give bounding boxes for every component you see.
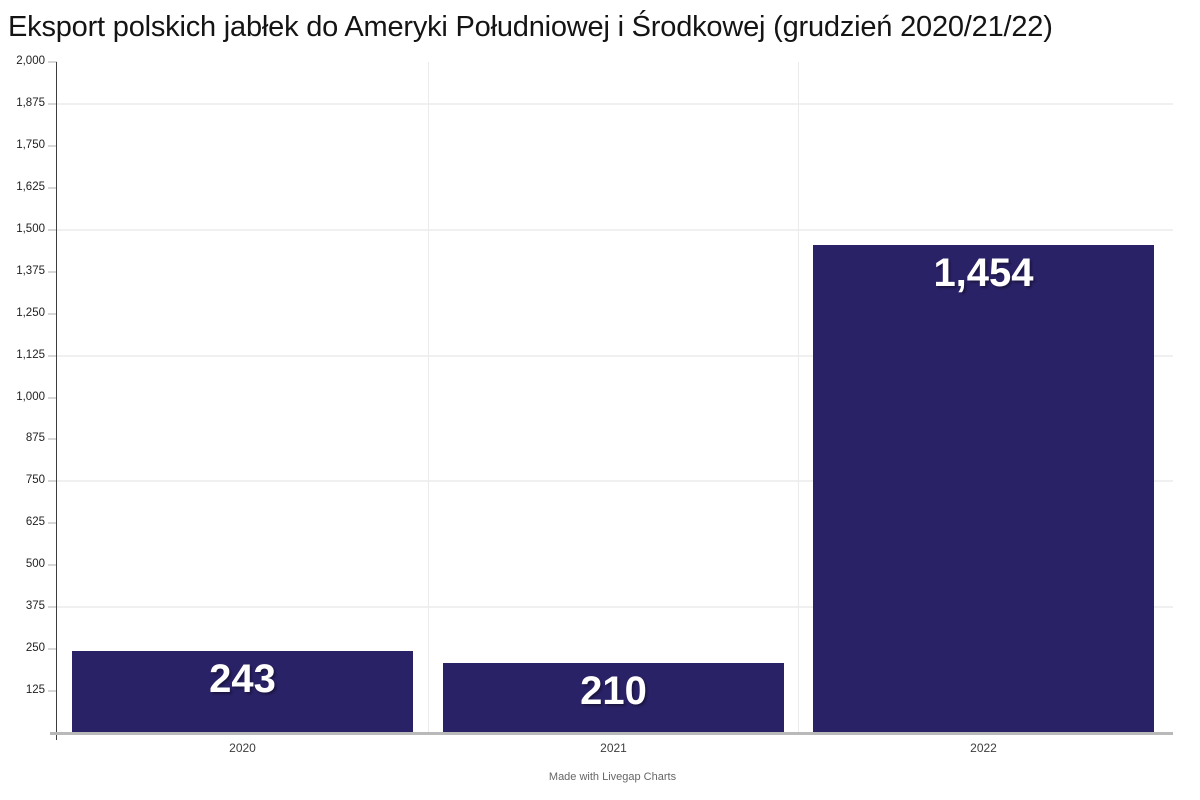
y-tick-label: 500: [25, 558, 45, 570]
y-tick-mark: [48, 564, 57, 566]
y-tick-label: 125: [25, 684, 45, 696]
y-tick-label: 375: [25, 600, 45, 612]
y-tick-mark: [48, 397, 57, 399]
bar-2020: [72, 651, 413, 732]
y-tick-mark: [48, 690, 57, 692]
y-tick-mark: [48, 271, 57, 273]
gridline-vertical: [798, 62, 799, 733]
y-tick-mark: [48, 229, 57, 231]
y-tick-label: 2,000: [16, 55, 45, 67]
bar-value-label: 243: [209, 657, 276, 701]
y-tick-label: 875: [25, 432, 45, 444]
y-tick-label: 250: [25, 642, 45, 654]
x-axis-line: [50, 732, 1173, 735]
y-tick-label: 1,375: [16, 265, 45, 277]
y-tick-mark: [48, 438, 57, 440]
y-tick-label: 1,750: [16, 139, 45, 151]
y-tick-label: 1,625: [16, 181, 45, 193]
y-tick-mark: [48, 145, 57, 147]
y-tick-label: 1,875: [16, 97, 45, 109]
y-tick-mark: [48, 522, 57, 524]
y-tick-mark: [48, 187, 57, 189]
y-tick-mark: [48, 648, 57, 650]
y-tick-mark: [48, 480, 57, 482]
chart-title: Eksport polskich jabłek do Ameryki Połud…: [8, 11, 1053, 43]
y-tick-mark: [48, 61, 57, 63]
watermark-text: Made with Livegap Charts: [548, 771, 677, 783]
gridline-horizontal: [48, 103, 1173, 105]
x-tick-label: 2020: [229, 741, 256, 755]
bar-value-label: 210: [580, 669, 647, 713]
y-tick-label: 1,000: [16, 391, 45, 403]
y-tick-label: 1,125: [16, 349, 45, 361]
y-tick-mark: [48, 355, 57, 357]
y-tick-label: 1,250: [16, 307, 45, 319]
x-tick-label: 2021: [600, 741, 627, 755]
y-tick-mark: [48, 606, 57, 608]
gridline-horizontal: [48, 606, 1173, 608]
bar-2021: [443, 663, 784, 732]
bar-2022: [813, 245, 1154, 732]
gridline-horizontal: [48, 355, 1173, 357]
bar-value-label: 1,454: [933, 251, 1034, 295]
y-tick-label: 750: [25, 474, 45, 486]
gridline-horizontal: [48, 480, 1173, 482]
x-tick-label: 2022: [970, 741, 997, 755]
y-tick-mark: [48, 103, 57, 105]
y-axis-line: [56, 62, 57, 740]
gridline-vertical: [428, 62, 429, 733]
y-tick-mark: [48, 313, 57, 315]
y-tick-label: 1,500: [16, 223, 45, 235]
gridline-horizontal: [48, 229, 1173, 231]
y-tick-label: 625: [25, 516, 45, 528]
